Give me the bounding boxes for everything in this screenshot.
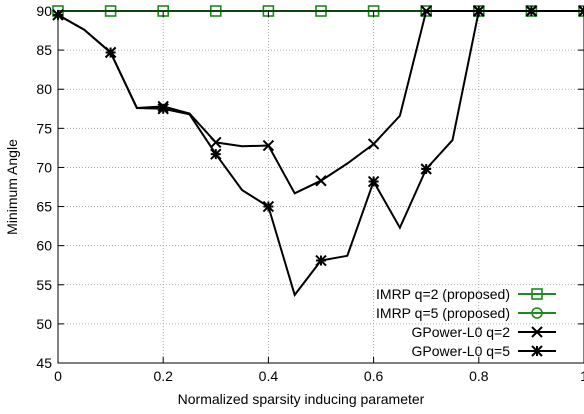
legend-marker (531, 326, 543, 338)
series-line (57, 10, 584, 298)
x-tick-label: 0 (54, 368, 62, 384)
data-point (367, 175, 380, 188)
x-tick-label: 0.4 (259, 368, 279, 384)
legend-label: GPower-L0 q=5 (412, 343, 511, 359)
x-axis-label: Normalized sparsity inducing parameter (178, 391, 425, 407)
x-tick-label: 1 (580, 368, 584, 384)
data-point (315, 175, 327, 187)
series-4 (52, 5, 584, 298)
y-tick-label: 55 (36, 277, 52, 293)
data-point (262, 200, 275, 213)
y-tick-label: 60 (36, 238, 52, 254)
legend-item: GPower-L0 q=2 (412, 324, 556, 340)
y-tick-label: 50 (36, 316, 52, 332)
legend-label: IMRP q=5 (proposed) (376, 305, 510, 321)
series-group (52, 5, 584, 298)
data-point (262, 139, 275, 152)
legend: IMRP q=2 (proposed) IMRP q=5 (proposed) GP… (376, 286, 556, 359)
y-tick-label: 80 (36, 81, 52, 97)
legend-item: IMRP q=5 (proposed) (376, 305, 556, 321)
legend-marker (531, 307, 543, 319)
data-point (104, 46, 117, 59)
data-point (315, 254, 327, 267)
y-tick-label: 65 (36, 199, 52, 215)
y-tick-label: 85 (36, 42, 52, 58)
y-tick-label: 45 (36, 355, 52, 371)
y-axis-label: Minimum Angle (4, 139, 20, 235)
data-point (210, 148, 222, 160)
legend-marker (531, 288, 543, 300)
data-point (420, 163, 432, 175)
axis-ticks: 45 50 55 60 65 70 75 80 85 90 0 0.2 0.4 0.6 0.8 1 (36, 3, 584, 384)
data-point (210, 136, 222, 149)
legend-item: GPower-L0 q=5 (412, 343, 556, 359)
x-tick-label: 0.8 (469, 368, 489, 384)
legend-item: IMRP q=2 (proposed) (376, 286, 556, 302)
data-point (157, 103, 169, 115)
y-tick-label: 90 (36, 3, 52, 19)
legend-label: GPower-L0 q=2 (412, 324, 511, 340)
series-line (57, 10, 584, 195)
legend-marker (531, 345, 543, 357)
legend-label: IMRP q=2 (proposed) (376, 286, 510, 302)
y-tick-label: 75 (36, 120, 52, 136)
y-tick-label: 70 (36, 159, 52, 175)
data-point (367, 138, 380, 150)
plot-frame (57, 10, 584, 364)
x-tick-label: 0.6 (364, 368, 384, 384)
x-tick-label: 0.2 (153, 368, 173, 384)
